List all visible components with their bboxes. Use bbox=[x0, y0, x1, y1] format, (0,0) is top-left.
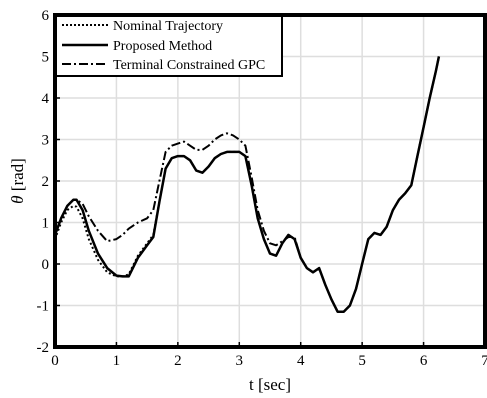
y-axis-unit: [rad] bbox=[8, 158, 27, 195]
y-axis-symbol: θ bbox=[8, 195, 27, 203]
y-tick-label: 2 bbox=[42, 174, 50, 190]
y-tick-label: 1 bbox=[42, 216, 50, 232]
series-line-2 bbox=[54, 56, 440, 313]
y-tick-label: 5 bbox=[42, 50, 50, 66]
y-tick-label: 3 bbox=[42, 133, 50, 149]
x-tick-label: 2 bbox=[174, 353, 182, 369]
x-tick-label: 1 bbox=[113, 353, 121, 369]
legend-label-nominal: Nominal Trajectory bbox=[113, 19, 223, 34]
series-layer bbox=[53, 56, 441, 313]
ticks: 0 1 2 3 4 5 6 7 -2 -1 0 1 2 3 4 5 6 bbox=[37, 8, 487, 369]
x-tick-label: 4 bbox=[297, 353, 305, 369]
y-tick-label: -2 bbox=[37, 340, 50, 356]
x-tick-label: 7 bbox=[481, 353, 487, 369]
y-tick-label: -1 bbox=[37, 299, 50, 315]
x-tick-label: 3 bbox=[236, 353, 244, 369]
y-tick-label: 4 bbox=[42, 91, 50, 107]
x-tick-label: 5 bbox=[358, 353, 366, 369]
x-axis-label: t [sec] bbox=[249, 375, 291, 394]
y-tick-label: 6 bbox=[42, 8, 50, 24]
y-axis-label: θ [rad] bbox=[8, 158, 27, 204]
legend-label-gpc: Terminal Constrained GPC bbox=[113, 58, 265, 73]
y-tick-label: 0 bbox=[42, 257, 50, 273]
x-tick-label: 6 bbox=[420, 353, 428, 369]
x-tick-label: 0 bbox=[51, 353, 59, 369]
legend: Nominal Trajectory Proposed Method Termi… bbox=[55, 15, 283, 77]
legend-label-proposed: Proposed Method bbox=[113, 39, 212, 54]
